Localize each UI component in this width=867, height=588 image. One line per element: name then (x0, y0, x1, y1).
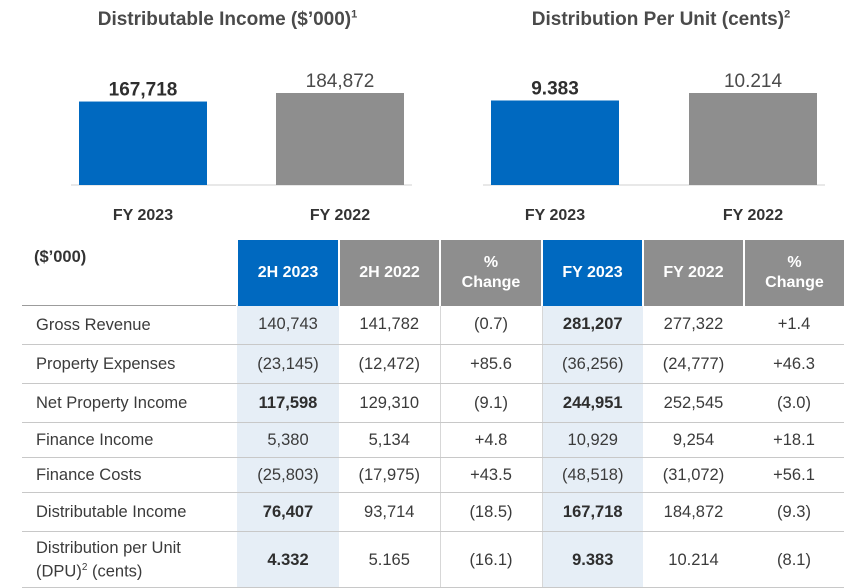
table-cell: +56.1 (744, 457, 844, 493)
table-row: Distributable Income 76,407 93,714 (18.5) 16… (22, 492, 844, 532)
table-cell: (17,975) (339, 457, 440, 493)
column-header-text: 2H 2022 (359, 263, 420, 281)
bar-fy-2022 (276, 93, 404, 185)
table-cell: (24,777) (643, 344, 744, 384)
column-header-text: % (787, 253, 802, 271)
table-cell: (16.1) (439, 531, 542, 588)
bar-value-label: 167,718 (109, 80, 178, 101)
table-body: Gross Revenue 140,743 141,782 (0.7) 281,207 2… (22, 305, 844, 588)
row-label: Property Expenses (22, 344, 237, 384)
column-header-text: % (483, 253, 499, 271)
table-cell: (31,072) (643, 457, 744, 493)
table-cell: (36,256) (541, 344, 643, 384)
table-cell: 10.214 (643, 531, 744, 588)
row-label: Net Property Income (22, 383, 237, 423)
table-cell: (9.1) (439, 383, 542, 423)
table-cell: (12,472) (339, 344, 440, 384)
column-header: 2H 2023 (236, 240, 339, 306)
category-label: FY 2022 (310, 207, 370, 224)
category-label: FY 2022 (723, 207, 783, 224)
table-cell: +43.5 (439, 457, 542, 493)
table-cell: 4.332 (237, 531, 339, 588)
column-header: 2H 2022 (338, 240, 440, 306)
table-cell: 117,598 (237, 383, 339, 423)
table-cell: 10,929 (541, 422, 643, 458)
table-cell: (18.5) (439, 492, 542, 532)
column-header-text: Change (461, 273, 521, 291)
table-cell: 281,207 (541, 305, 643, 345)
table-cell: (0.7) (439, 305, 542, 345)
table-cell: 129,310 (339, 383, 440, 423)
table-cell: 93,714 (339, 492, 440, 532)
row-label: Gross Revenue (22, 305, 237, 345)
bar-value-label: 184,872 (306, 71, 375, 92)
row-label: Finance Income (22, 422, 237, 458)
financial-summary-table: ($’000) 2H 2023 2H 2022% Change FY 2023 FY 2… (22, 240, 844, 588)
table-cell: 9,254 (643, 422, 744, 458)
table-cell: 5,134 (339, 422, 440, 458)
table-cell: 141,782 (339, 305, 440, 345)
distributable-income-chart: Distributable Income ($’000)1 167,718 FY … (20, 0, 435, 230)
table-cell: (9.3) (744, 492, 844, 532)
table-cell: (8.1) (744, 531, 844, 588)
column-header-text: 2H 2023 (257, 263, 319, 281)
table-cell: 76,407 (237, 492, 339, 532)
column-header: % Change (439, 240, 542, 306)
table-cell: +1.4 (744, 305, 844, 345)
row-label: Finance Costs (22, 457, 237, 493)
distribution-per-unit-chart: Distribution Per Unit (cents)2 9.383 FY 2… (455, 0, 867, 230)
bar-value-label: 10.214 (724, 71, 783, 92)
chart-title: Distribution Per Unit (cents)2 (531, 8, 791, 30)
category-label: FY 2023 (525, 207, 585, 224)
table-row: Finance Costs (25,803) (17,975) +43.5 (48,51… (22, 457, 844, 493)
table-cell: 167,718 (541, 492, 643, 532)
table-cell: (25,803) (237, 457, 339, 493)
table-cell: 244,951 (541, 383, 643, 423)
table-cell: 277,322 (643, 305, 744, 345)
table-cell: +18.1 (744, 422, 844, 458)
table-row: Property Expenses (23,145) (12,472) +85.6 (3… (22, 344, 844, 384)
table-cell: 140,743 (237, 305, 339, 345)
column-header-text: FY 2023 (562, 263, 623, 281)
column-header: % Change (743, 240, 844, 306)
bar-value-label: 9.383 (531, 78, 579, 99)
table-row: Finance Income 5,380 5,134 +4.8 10,929 9,254 +… (22, 422, 844, 458)
row-label: Distributable Income (22, 492, 237, 532)
column-header-text: Change (765, 273, 824, 291)
column-header-text: FY 2022 (663, 263, 724, 281)
chart-plot: 167,718 FY 2023 184,872 FY 2022 (71, 71, 412, 224)
column-header: FY 2022 (642, 240, 744, 306)
bar-fy-2022 (689, 93, 817, 185)
column-header: FY 2023 (541, 240, 643, 306)
table-cell: (3.0) (744, 383, 844, 423)
table-cell: (23,145) (237, 344, 339, 384)
table-cell: +4.8 (439, 422, 542, 458)
table-cell: (48,518) (541, 457, 643, 493)
table-cell: +46.3 (744, 344, 844, 384)
table-row: Net Property Income 117,598 129,310 (9.1) 24… (22, 383, 844, 423)
bar-fy-2023 (79, 101, 207, 185)
table-cell: 5.165 (339, 531, 440, 588)
table-header-row: ($’000) 2H 2023 2H 2022% Change FY 2023 FY 2… (22, 240, 844, 306)
table-row: Gross Revenue 140,743 141,782 (0.7) 281,207 2… (22, 305, 844, 345)
chart-plot: 9.383 FY 2023 10.214 FY 2022 (483, 71, 825, 224)
table-cell: 252,545 (643, 383, 744, 423)
table-cell: 184,872 (643, 492, 744, 532)
table-cell: 5,380 (237, 422, 339, 458)
bar-fy-2023 (491, 100, 619, 185)
table-cell: +85.6 (439, 344, 542, 384)
category-label: FY 2023 (113, 207, 173, 224)
row-label: Distribution per Unit (DPU)2 (cents) (22, 531, 237, 588)
chart-title: Distributable Income ($’000)1 (97, 8, 358, 30)
table-cell: 9.383 (541, 531, 643, 588)
units-label: ($’000) (22, 240, 237, 306)
table-row: Distribution per Unit (DPU)2 (cents) 4.332… (22, 531, 844, 588)
